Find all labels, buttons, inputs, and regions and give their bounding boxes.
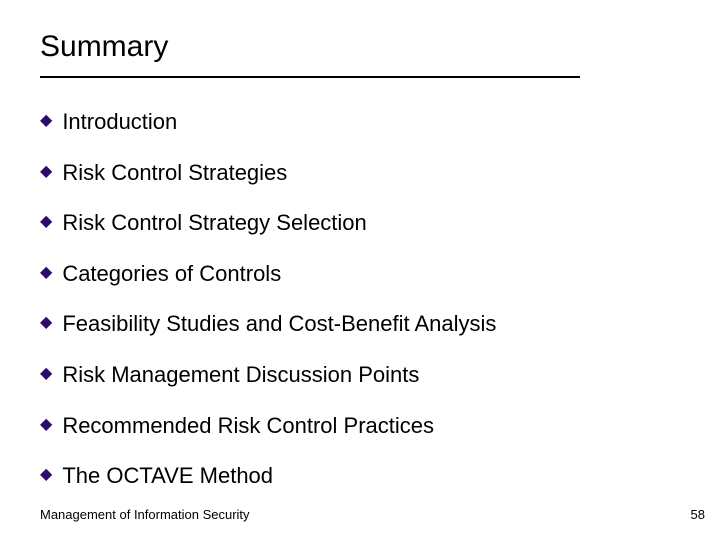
list-item: ◆ Categories of Controls	[40, 260, 680, 289]
footer-left: Management of Information Security	[40, 507, 250, 522]
list-item: ◆ Recommended Risk Control Practices	[40, 412, 680, 441]
page-number: 58	[691, 507, 705, 522]
bullet-text: Risk Control Strategies	[62, 159, 287, 188]
list-item: ◆ The OCTAVE Method	[40, 462, 680, 491]
title-underline	[40, 76, 580, 78]
slide-container: Summary ◆ Introduction ◆ Risk Control St…	[0, 0, 720, 540]
slide-title: Summary	[40, 30, 680, 64]
bullet-text: Categories of Controls	[62, 260, 281, 289]
diamond-icon: ◆	[40, 467, 52, 483]
diamond-icon: ◆	[40, 417, 52, 433]
bullet-text: Risk Management Discussion Points	[62, 361, 419, 390]
diamond-icon: ◆	[40, 265, 52, 281]
bullet-text: Recommended Risk Control Practices	[62, 412, 434, 441]
bullet-text: The OCTAVE Method	[62, 462, 273, 491]
list-item: ◆ Risk Control Strategies	[40, 159, 680, 188]
list-item: ◆ Risk Management Discussion Points	[40, 361, 680, 390]
diamond-icon: ◆	[40, 214, 52, 230]
diamond-icon: ◆	[40, 164, 52, 180]
bullet-text: Risk Control Strategy Selection	[62, 209, 366, 238]
diamond-icon: ◆	[40, 113, 52, 129]
bullet-text: Introduction	[62, 108, 177, 137]
bullet-text: Feasibility Studies and Cost-Benefit Ana…	[62, 310, 496, 339]
diamond-icon: ◆	[40, 366, 52, 382]
bullet-list: ◆ Introduction ◆ Risk Control Strategies…	[40, 108, 680, 491]
list-item: ◆ Feasibility Studies and Cost-Benefit A…	[40, 310, 680, 339]
list-item: ◆ Risk Control Strategy Selection	[40, 209, 680, 238]
list-item: ◆ Introduction	[40, 108, 680, 137]
diamond-icon: ◆	[40, 315, 52, 331]
